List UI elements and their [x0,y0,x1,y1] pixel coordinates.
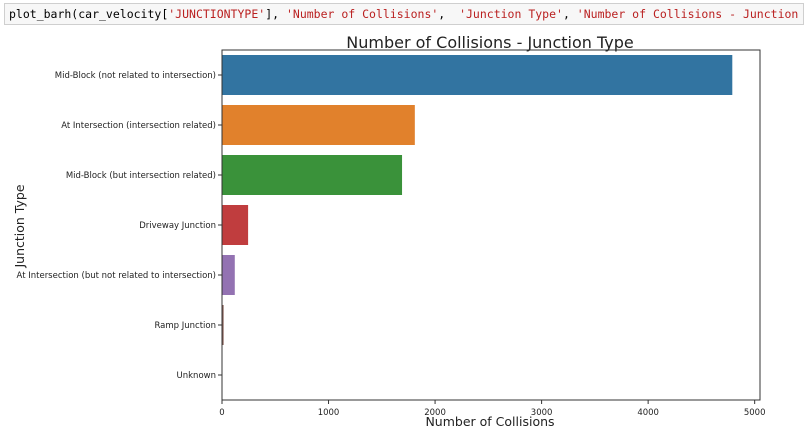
code-string-literal: 'JUNCTIONTYPE' [168,7,266,21]
x-tick-label: 5000 [744,408,766,418]
bar [222,55,733,95]
y-tick-label: Ramp Junction [154,321,216,331]
plot-area: Mid-Block (not related to intersection) A… [17,49,766,418]
y-tick-label: Mid-Block (not related to intersection) [55,71,216,81]
code-token: ], [265,7,286,21]
x-tick-label: 0 [219,408,224,418]
code-cell[interactable]: plot_barh(car_velocity['JUNCTIONTYPE'], … [4,3,804,25]
x-tick-label: 3000 [531,408,553,418]
x-tick-label: 2000 [424,408,446,418]
y-tick-label: Unknown [177,371,216,381]
code-token: , [438,7,460,21]
bar [222,305,224,345]
x-axis-label: Number of Collisions [425,414,554,429]
y-tick-label: At Intersection (but not related to inte… [17,271,216,281]
bar-chart: Number of Collisions - Junction Type Mid… [12,33,766,429]
y-tick-label: At Intersection (intersection related) [61,121,216,131]
code-string-literal: 'Number of Collisions' [285,7,439,21]
y-tick-label: Driveway Junction [139,221,216,231]
bar [222,105,415,145]
bar [222,255,235,295]
bar [222,155,403,195]
bar [222,205,249,245]
x-tick-label: 4000 [637,408,659,418]
code-string-literal: 'Junction Type' [459,7,563,21]
y-axis-label: Junction Type [12,184,27,268]
code-string-literal: 'Number of Collisions - Junction Type' [576,7,799,21]
chart-title: Number of Collisions - Junction Type [346,33,633,52]
y-tick-label: Mid-Block (but intersection related) [66,171,216,181]
chart-output: Number of Collisions - Junction Type Mid… [0,28,810,433]
plot-frame [221,49,761,401]
code-token: , [562,7,577,21]
code-token: plot_barh(car_velocity[ [9,7,169,21]
x-tick-label: 1000 [318,408,340,418]
